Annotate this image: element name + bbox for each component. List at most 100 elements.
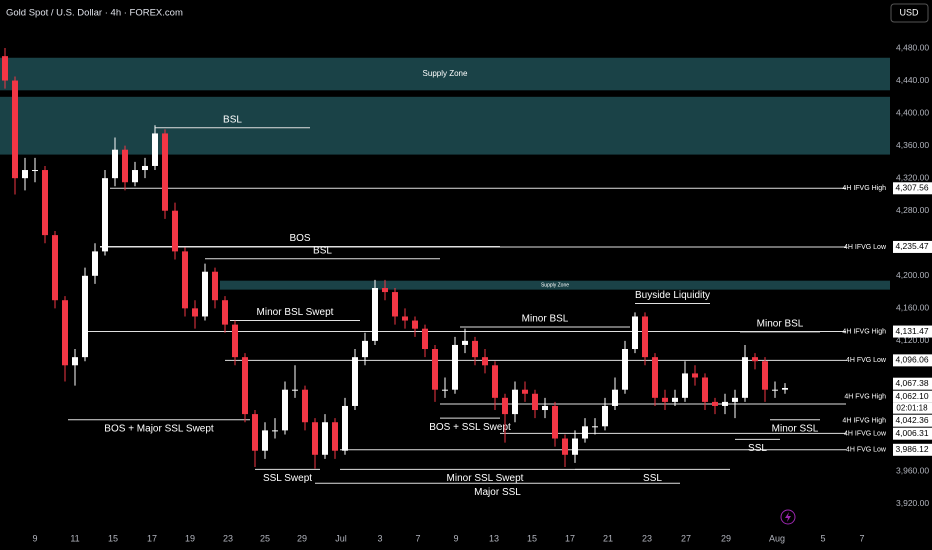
y-tick-label: 4,440.00 xyxy=(896,75,929,85)
candle-body xyxy=(552,405,558,439)
price-tag-label: 4,131.47 xyxy=(895,326,928,336)
candle-body xyxy=(32,170,38,172)
candle-body xyxy=(502,397,508,415)
candle-body xyxy=(172,210,178,252)
tag-name: 4H FVG Low xyxy=(846,357,887,364)
candle-body xyxy=(482,357,488,366)
y-tick-label: 4,320.00 xyxy=(896,172,929,182)
level-label: Buyside Liquidity xyxy=(635,290,710,301)
candle-body xyxy=(272,430,278,432)
candle-body xyxy=(452,344,458,390)
level-label: Minor BSL xyxy=(522,314,569,325)
candle-body xyxy=(322,422,328,455)
level-label: Minor SSL xyxy=(772,423,819,434)
candle-body xyxy=(462,340,468,345)
candle-body xyxy=(142,165,148,171)
x-tick-label: Jul xyxy=(335,533,347,543)
x-tick-label: 11 xyxy=(70,533,79,543)
candle-body xyxy=(382,288,388,293)
x-tick-label: 5 xyxy=(820,533,825,543)
x-tick-label: 9 xyxy=(32,533,37,543)
level-label: BOS + SSL Swept xyxy=(429,422,511,433)
candle-body xyxy=(72,357,78,366)
supply-zone xyxy=(0,96,890,155)
x-tick-label: 19 xyxy=(185,533,195,543)
candle-body xyxy=(542,405,548,411)
candle-body xyxy=(342,405,348,451)
candle-body xyxy=(772,389,778,391)
x-tick-label: 15 xyxy=(527,533,537,543)
candle-body xyxy=(472,340,478,358)
candle-body xyxy=(82,275,88,358)
x-tick-label: 27 xyxy=(681,533,691,543)
level-label: SSL xyxy=(643,473,662,484)
candle-body xyxy=(62,300,68,366)
price-tag-label: 4,006.31 xyxy=(895,428,928,438)
candle-body xyxy=(2,56,8,81)
candle-body xyxy=(12,80,18,179)
price-tag-box xyxy=(893,443,932,456)
x-tick-label: 23 xyxy=(223,533,233,543)
candle-body xyxy=(312,422,318,455)
candle-body xyxy=(652,357,658,398)
candle-body xyxy=(252,414,258,451)
candle-body xyxy=(762,361,768,390)
currency[interactable]: USD xyxy=(899,7,919,17)
candle-body xyxy=(562,438,568,455)
price-tag-box xyxy=(893,325,932,338)
candle-body xyxy=(242,357,248,415)
price-tag-label: 4,235.47 xyxy=(895,241,928,251)
x-tick-label: 15 xyxy=(108,533,118,543)
y-tick-label: 4,280.00 xyxy=(896,205,929,215)
candle-body xyxy=(232,324,238,358)
x-tick-label: 17 xyxy=(565,533,575,543)
flash-icon[interactable] xyxy=(780,509,796,525)
candle-body xyxy=(152,133,158,166)
tag-name: 4H IFVG Low xyxy=(844,244,887,251)
candle-body xyxy=(622,349,628,390)
candle-body xyxy=(182,251,188,309)
chart-title: Gold Spot / U.S. Dollar · 4h · FOREX.com xyxy=(6,8,183,19)
currency-box[interactable] xyxy=(890,3,929,23)
candle-body xyxy=(692,373,698,378)
x-tick-label: 7 xyxy=(415,533,420,543)
x-tick-label: 21 xyxy=(603,533,613,543)
candle-body xyxy=(42,170,48,236)
candle-body xyxy=(52,235,58,301)
candle-body xyxy=(782,387,788,390)
candle-body xyxy=(702,377,708,402)
candle-body xyxy=(602,405,608,427)
y-tick-label: 4,120.00 xyxy=(896,335,929,345)
candle-body xyxy=(732,397,738,402)
candle-body xyxy=(682,373,688,398)
candle-body xyxy=(162,133,168,211)
candle-body xyxy=(442,389,448,391)
candle-body xyxy=(122,149,128,183)
candle-body xyxy=(722,401,728,406)
level-label: Major SSL xyxy=(474,487,521,498)
candle-body xyxy=(612,389,618,406)
price-tag-label: 4,062.10 xyxy=(895,391,928,401)
level-label: BOS xyxy=(289,233,310,244)
y-tick-label: 4,200.00 xyxy=(896,270,929,280)
candle-body xyxy=(412,320,418,329)
y-tick-label: 4,360.00 xyxy=(896,140,929,150)
candle-body xyxy=(392,292,398,317)
candle-body xyxy=(532,393,538,411)
level-label: SSL xyxy=(748,443,767,454)
x-tick-label: 25 xyxy=(260,533,270,543)
price-tag-box xyxy=(893,354,932,367)
price-tag-box xyxy=(893,427,932,440)
price-tag-label: 4,042.36 xyxy=(895,415,928,425)
price-tag-box xyxy=(893,414,932,427)
candle-body xyxy=(712,401,718,406)
candle-body xyxy=(92,251,98,276)
candle-body xyxy=(512,389,518,415)
price-tag-label: 4,067.38 xyxy=(895,378,928,388)
level-label: Minor BSL Swept xyxy=(257,307,334,318)
price-tag-box xyxy=(893,182,932,195)
candle-body xyxy=(372,288,378,341)
candle-body xyxy=(332,422,338,451)
tag-name: 4H IFVG High xyxy=(842,185,886,192)
